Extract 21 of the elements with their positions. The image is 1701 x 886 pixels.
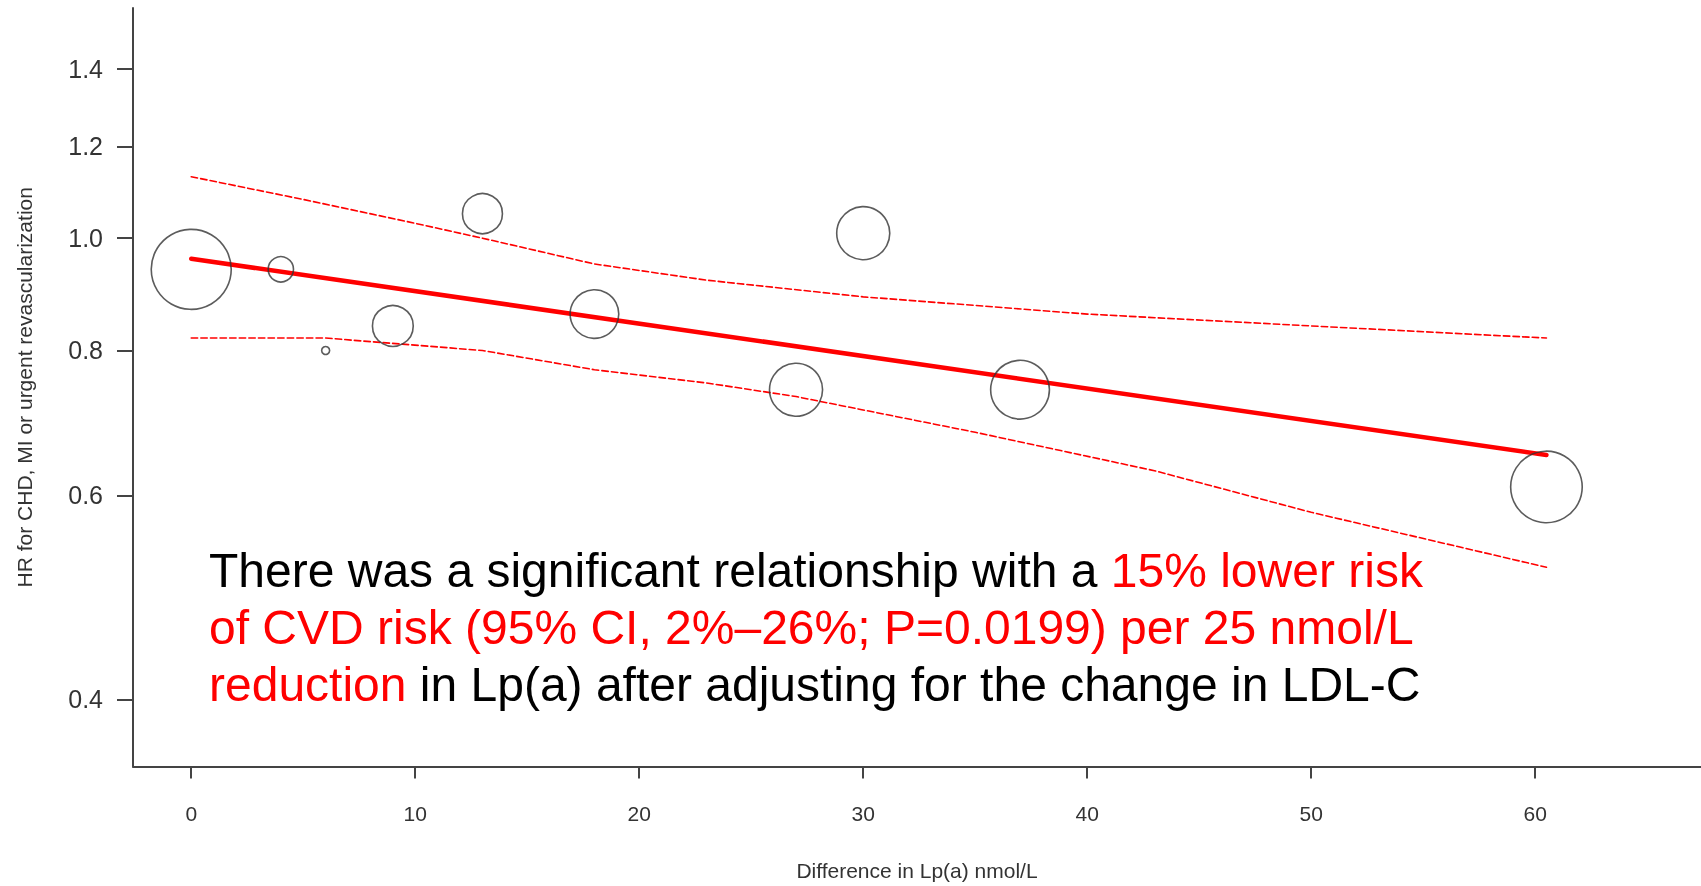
x-tick-label: 60: [1523, 801, 1547, 825]
x-tick-label: 40: [1075, 801, 1099, 825]
y-tick-label: 1.2: [68, 132, 103, 161]
x-tick-label: 20: [627, 801, 651, 825]
x-tick-label: 0: [185, 801, 198, 825]
y-tick-label: 0.4: [68, 685, 104, 714]
annotation: in Lp(a) after adjusting for the change in LDL-C: [419, 658, 1421, 711]
y-tick-label: 0.8: [68, 336, 103, 365]
annotation: There was a significant relationship with a: [209, 544, 1098, 597]
x-tick-label: 50: [1299, 801, 1323, 825]
x-tick-label: 30: [851, 801, 875, 825]
y-tick-label: 0.6: [68, 481, 103, 510]
y-tick-label: 1.4: [68, 54, 104, 83]
annotation: reduction: [209, 658, 407, 711]
y-axis-title: HR for CHD, MI or urgent revascularization: [12, 187, 36, 588]
annotation: of CVD risk (95% CI, 2%–26%; P=0.0199) per 25 nmol/L: [209, 601, 1412, 654]
x-axis-title: Difference in Lp(a) nmol/L: [796, 859, 1038, 882]
y-tick-label: 1.0: [68, 224, 103, 253]
x-tick-label: 10: [403, 801, 427, 825]
line-series: [190, 175, 1548, 339]
annotation: 15% lower risk: [1110, 544, 1423, 597]
